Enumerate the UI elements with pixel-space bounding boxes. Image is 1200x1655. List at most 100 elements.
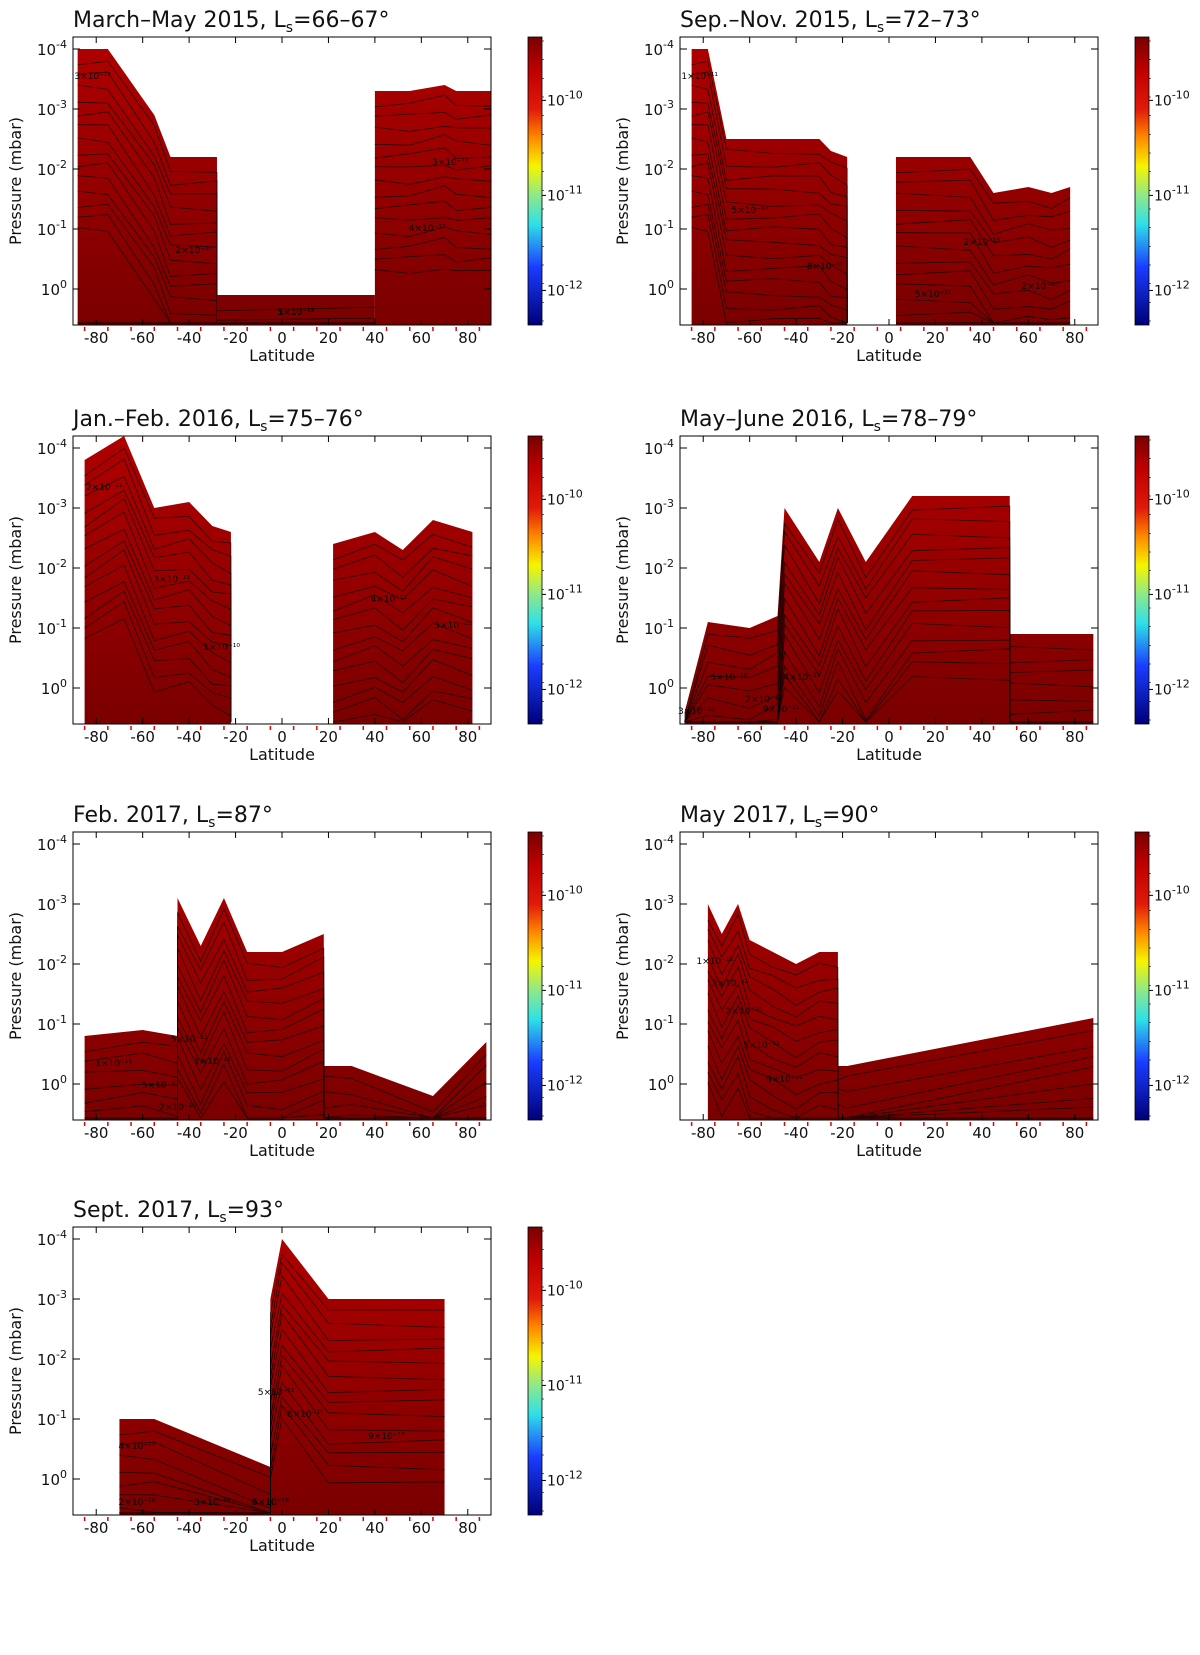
contour-line <box>332 598 473 631</box>
y-tick-label: 10-4 <box>644 437 674 458</box>
chart-title: May 2017, Ls=90° <box>680 803 879 831</box>
y-axis-label: Pressure (mbar) <box>613 117 632 245</box>
chart-title: Sept. 2017, Ls=93° <box>73 1198 284 1226</box>
panel-2: Sep.–Nov. 2015, Ls=72–73° 1×10⁻¹¹ 2×10⁻¹¹ 5… <box>613 8 1190 365</box>
contour-label: 1×10⁻¹² <box>696 957 733 967</box>
x-tick-label: 40 <box>365 329 384 347</box>
x-tick-label: -80 <box>691 329 716 347</box>
x-tick-label: 0 <box>277 728 287 746</box>
contour-label: 5×10⁻¹⁰ <box>710 673 747 683</box>
contour-label: 8×10⁻¹¹ <box>807 262 844 272</box>
colorbar-tick-label: 10-11 <box>1154 183 1190 204</box>
x-tick-label: 60 <box>1019 329 1038 347</box>
contour-line <box>333 607 473 643</box>
colorbar-tick-label: 10-12 <box>1154 1073 1190 1094</box>
contour-label: 2×10⁻¹⁰ <box>159 1103 196 1113</box>
y-tick-label: 10-2 <box>37 158 67 179</box>
y-tick-label: 10-2 <box>644 557 674 578</box>
contour-label: 5×10⁻¹⁰ <box>731 206 768 216</box>
contour-line <box>84 540 232 722</box>
colorbar-tick-label: 10-12 <box>547 1468 583 1489</box>
contour-line <box>895 209 1071 248</box>
chart-title: May–June 2016, Ls=78–79° <box>680 407 977 435</box>
colorbar-tick-label: 10-12 <box>547 278 583 299</box>
x-tick-label: -40 <box>784 329 809 347</box>
y-tick-label: 10-4 <box>37 1228 67 1249</box>
y-tick-label: 10-3 <box>644 98 674 119</box>
x-axis-label: Latitude <box>856 745 922 764</box>
y-axis: 10-4 10-3 10-2 10-1 100 <box>37 38 491 299</box>
contour-label: 3×10⁻¹² <box>74 72 111 82</box>
contour-line <box>895 219 1071 260</box>
data-region-1 <box>684 496 1094 724</box>
x-tick-label: 80 <box>458 329 477 347</box>
contour-line <box>119 1328 445 1514</box>
x-axis: -80 -60 -40 -20 0 20 40 60 80 <box>83 37 481 347</box>
contour-label: 5×10⁻¹¹ <box>434 621 471 631</box>
x-tick-label: 60 <box>1019 728 1038 746</box>
colorbar-tick-label: 10-10 <box>1154 487 1190 508</box>
data-region-1 <box>84 898 487 1120</box>
x-tick-label: -40 <box>177 329 202 347</box>
x-tick-label: 60 <box>412 1519 431 1537</box>
contour-line <box>691 71 848 323</box>
x-tick-label: -60 <box>130 728 155 746</box>
x-tick-label: -60 <box>130 1124 155 1142</box>
y-tick-label: 100 <box>41 1073 67 1094</box>
contour-line <box>691 175 848 323</box>
colorbar <box>1134 831 1150 1121</box>
x-tick-label: 20 <box>319 1519 338 1537</box>
y-tick-label: 10-1 <box>644 1013 674 1034</box>
contour-line <box>84 600 232 722</box>
x-tick-label: 0 <box>277 1124 287 1142</box>
x-tick-label: 40 <box>972 329 991 347</box>
x-tick-label: -20 <box>223 1519 248 1537</box>
y-tick-label: 10-1 <box>644 617 674 638</box>
contour-line <box>84 590 232 722</box>
x-tick-label: 80 <box>458 728 477 746</box>
contour-line <box>84 458 232 722</box>
contour-label: 1×10⁻¹¹ <box>278 308 315 318</box>
contour-line <box>374 217 492 221</box>
contour-line <box>119 1312 445 1514</box>
x-tick-label: 20 <box>926 1124 945 1142</box>
y-tick-label: 100 <box>41 677 67 698</box>
y-tick-label: 10-3 <box>37 1288 67 1309</box>
contour-line <box>84 528 232 722</box>
colorbar-tick-label: 10-11 <box>1154 582 1190 603</box>
contour-line <box>119 1292 445 1514</box>
x-tick-label: 40 <box>365 728 384 746</box>
contour-label: 3×10⁻¹¹ <box>194 1498 231 1508</box>
x-tick-label: -20 <box>223 728 248 746</box>
contour-line <box>332 690 473 721</box>
contour-line <box>691 162 848 323</box>
colorbar-tick-label: 10-10 <box>547 487 583 508</box>
contour-line <box>332 569 473 601</box>
y-tick-label: 10-4 <box>644 38 674 59</box>
x-tick-label: 60 <box>1019 1124 1038 1142</box>
contour-line <box>691 227 848 324</box>
colorbar-tick-label: 10-12 <box>1154 677 1190 698</box>
contour-line <box>84 549 232 722</box>
x-tick-label: 80 <box>1065 329 1084 347</box>
y-tick-label: 10-4 <box>644 833 674 854</box>
colorbar-tick-label: 10-11 <box>547 1373 583 1394</box>
x-tick-label: -20 <box>223 329 248 347</box>
y-tick-label: 10-2 <box>37 953 67 974</box>
panel-1: March–May 2015, Ls=66–67° 3×10⁻¹² 1×10⁻¹¹ 3… <box>6 8 583 365</box>
y-axis: 10-4 10-3 10-2 10-1 100 <box>644 437 1098 698</box>
y-tick-label: 10-3 <box>644 497 674 518</box>
colorbar <box>527 831 543 1121</box>
contour-line <box>374 164 492 171</box>
x-tick-label: -40 <box>784 1124 809 1142</box>
x-tick-label: 0 <box>884 728 894 746</box>
contour-label: 2×10⁻¹¹ <box>745 695 782 705</box>
x-tick-label: -60 <box>130 1519 155 1537</box>
x-tick-label: -20 <box>830 728 855 746</box>
y-axis: 10-4 10-3 10-2 10-1 100 <box>37 833 491 1094</box>
contour-label: 4×10⁻¹² <box>409 224 446 234</box>
colorbar-tick-label: 10-10 <box>547 88 583 109</box>
y-axis-label: Pressure (mbar) <box>613 912 632 1040</box>
colorbar-tick-label: 10-11 <box>1154 978 1190 999</box>
contour-label: 4×10⁻¹² <box>119 1442 156 1452</box>
